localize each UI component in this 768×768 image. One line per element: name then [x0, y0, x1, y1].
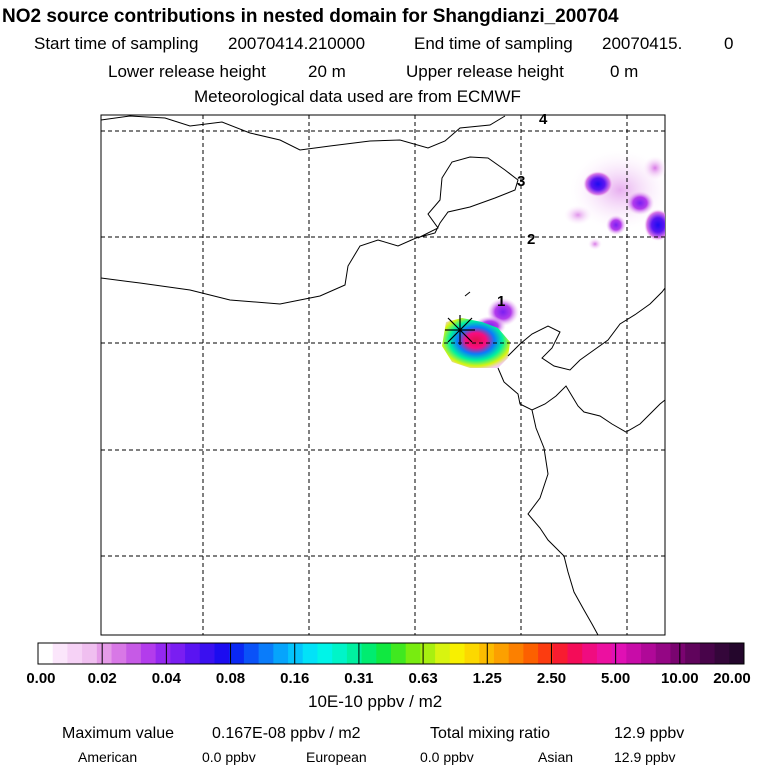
color-bar-swatch: [420, 643, 436, 664]
region-asian-label: Asian: [538, 749, 574, 765]
region-american-label: American: [78, 749, 138, 765]
lower-release-label: Lower release height: [108, 62, 266, 81]
coastlines: [101, 115, 665, 635]
color-bar-swatch: [655, 643, 671, 664]
color-bar-swatch: [185, 643, 201, 664]
color-bar-swatch: [361, 643, 377, 664]
color-bar-swatch: [317, 643, 333, 664]
color-bar-swatch: [140, 643, 157, 664]
color-bar-swatch: [523, 643, 539, 664]
color-bar-swatch: [288, 643, 304, 664]
trajectory-label-3: 3: [517, 173, 525, 190]
color-bar-swatch: [493, 643, 510, 664]
color-bar-swatch: [199, 643, 215, 664]
color-bar-tick-label: 0.00: [26, 670, 56, 687]
color-bar-swatch: [552, 643, 568, 664]
color-bar-swatch: [96, 643, 113, 664]
color-bar-swatch: [243, 643, 260, 664]
color-bar-tick-label: 0.16: [280, 670, 310, 687]
region-european-label: European: [306, 749, 367, 765]
color-bar-swatch: [273, 643, 289, 664]
color-bar-swatch: [332, 643, 348, 664]
color-bar-swatch: [170, 643, 186, 664]
trajectory-label-4: 4: [539, 111, 548, 128]
start-time-label: Start time of sampling: [34, 34, 199, 53]
color-bar-swatch: [346, 643, 363, 664]
color-bar-frame: [37, 642, 745, 665]
color-bar-swatch: [449, 643, 466, 664]
color-bar-swatch: [391, 643, 407, 664]
color-bar-swatch: [38, 643, 54, 664]
color-bar-swatch: [126, 643, 142, 664]
map-frame: [100, 114, 666, 636]
color-bar-swatch: [155, 643, 171, 664]
color-bar-swatch: [67, 643, 83, 664]
color-bar-swatch: [258, 643, 274, 664]
color-bar-swatch: [596, 643, 613, 664]
max-value: 0.167E-08 ppbv / m2: [212, 725, 361, 742]
color-bar-tick-label: 0.04: [151, 670, 181, 687]
color-bar-swatch: [685, 643, 701, 664]
upper-release-label: Upper release height: [406, 62, 564, 81]
color-bar-tick-label: 5.00: [601, 670, 631, 687]
region-european-value: 0.0 ppbv: [420, 749, 474, 765]
color-bar-unit: 10E-10 ppbv / m2: [308, 692, 443, 711]
chart-title: NO2 source contributions in nested domai…: [2, 6, 619, 27]
color-bar-tick-label: 20.00: [713, 670, 751, 687]
color-bar-swatch: [611, 643, 627, 664]
color-bar-tick-label: 2.50: [536, 670, 567, 687]
trajectory-label-1: 1: [497, 293, 505, 310]
color-bar-swatch: [302, 643, 318, 664]
color-bar-swatch: [567, 643, 583, 664]
color-bar-swatch: [214, 643, 230, 664]
color-bar-tick-label: 0.63: [408, 670, 438, 687]
color-bar-swatch: [405, 643, 421, 664]
color-bar-swatch: [82, 643, 98, 664]
region-american-value: 0.0 ppbv: [202, 749, 256, 765]
color-bar-swatch: [508, 643, 524, 664]
upper-release-value: 0 m: [610, 62, 639, 81]
total-mixing-label: Total mixing ratio: [430, 725, 551, 742]
region-asian-value: 12.9 ppbv: [614, 749, 676, 765]
color-bar-swatch: [699, 643, 716, 664]
total-mixing-value: 12.9 ppbv: [614, 725, 685, 742]
color-bar-tick-label: 0.08: [215, 670, 246, 687]
color-bar-swatch: [52, 643, 68, 664]
color-bar-swatch: [435, 643, 451, 664]
color-bar-swatch: [714, 643, 730, 664]
color-bar-tick-label: 0.31: [344, 670, 374, 687]
color-bar-swatch: [729, 643, 745, 664]
color-bar-tick-label: 10.00: [661, 670, 699, 687]
lower-release-value: 20 m: [308, 62, 346, 81]
max-value-label: Maximum value: [62, 725, 175, 742]
graticule: [101, 115, 665, 635]
color-bar-swatch: [376, 643, 392, 664]
color-bar-tick-label: 1.25: [472, 670, 502, 687]
color-bar-swatch: [641, 643, 657, 664]
color-bar-swatch: [538, 643, 554, 664]
color-bar-swatch: [111, 643, 127, 664]
color-bar-swatch: [626, 643, 642, 664]
end-time-label: End time of sampling: [414, 34, 573, 53]
color-bar-swatch: [670, 643, 686, 664]
trajectory-label-2: 2: [527, 231, 535, 248]
end-time-value: 20070415.: [602, 34, 683, 53]
color-bar-swatch: [229, 643, 245, 664]
station-marker-icon: [445, 315, 475, 345]
end-time-suffix: 0: [724, 34, 734, 53]
concentration-plume-ne: [564, 150, 665, 250]
met-data-note: Meteorological data used are from ECMWF: [194, 87, 521, 106]
color-bar-swatch: [582, 643, 598, 664]
start-time-value: 20070414.210000: [228, 34, 366, 53]
color-bar-swatch: [464, 643, 480, 664]
color-bar-tick-label: 0.02: [87, 670, 117, 687]
color-bar: [38, 643, 745, 664]
